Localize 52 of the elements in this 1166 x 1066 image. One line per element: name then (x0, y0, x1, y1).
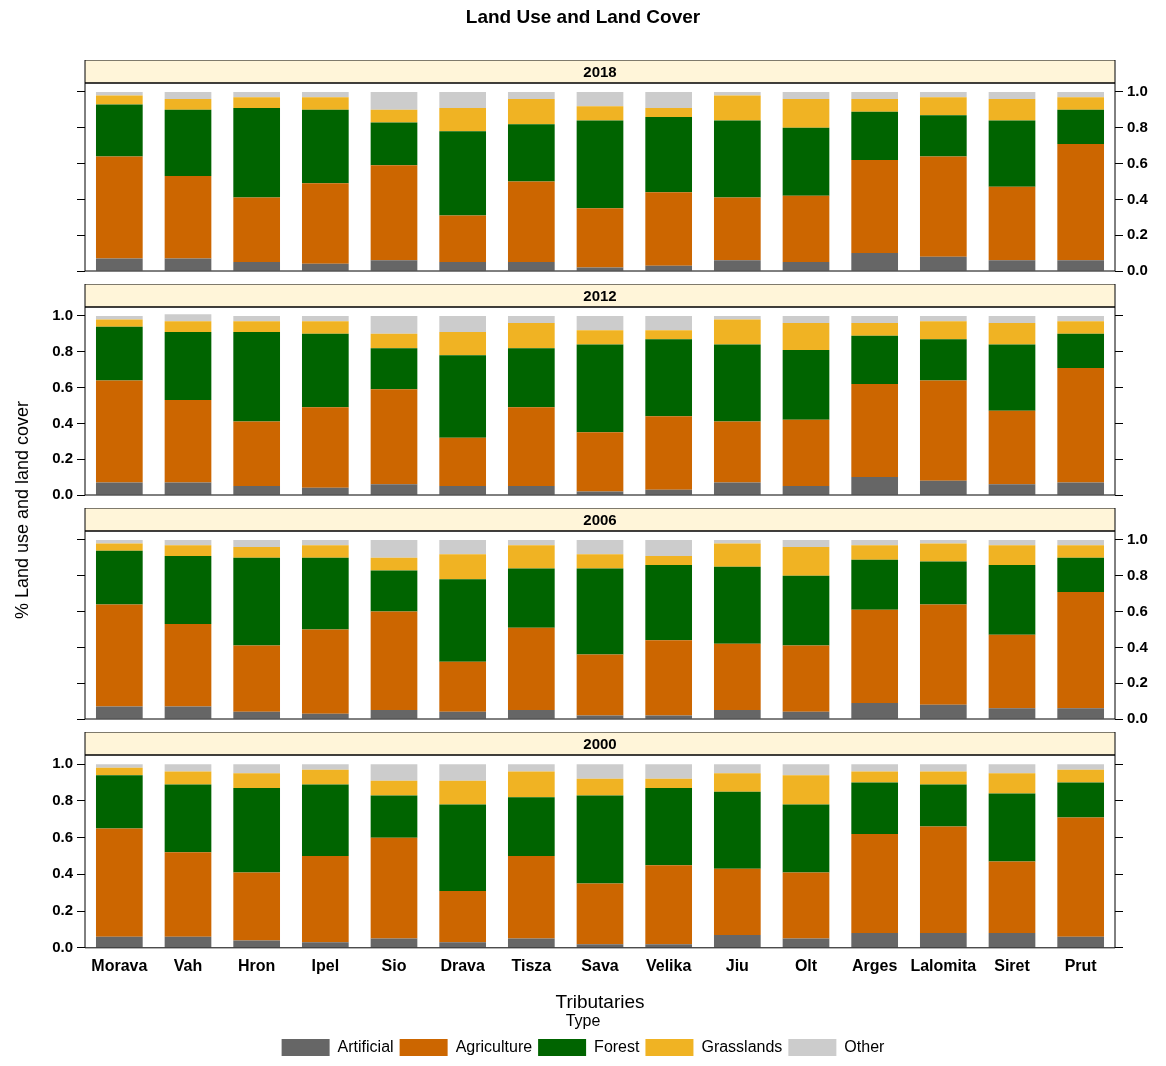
y-tick-label: 0.0 (1127, 709, 1148, 727)
chart-title: Land Use and Land Cover (464, 6, 702, 28)
y-tick-label: 1.0 (1127, 530, 1148, 548)
chart-subtitle: 2000 (583, 734, 617, 752)
y-tick-label: 0.2 (1127, 225, 1148, 243)
x-tick-label: Jiu (725, 956, 749, 974)
y-tick-label: 0.6 (1127, 153, 1148, 171)
x-tick-label: Drava (440, 956, 485, 974)
y-tick-label: 0.4 (52, 864, 74, 882)
x-tick-label: Olt (794, 956, 818, 974)
chart-subtitle: 2018 (583, 62, 617, 80)
x-tick-label: Siret (994, 956, 1031, 974)
x-tick-label: Morava (91, 956, 148, 974)
y-tick-label: 0.8 (1127, 565, 1148, 583)
legend-label: Grasslands (701, 1037, 783, 1055)
x-tick-label: Prut (1064, 956, 1098, 974)
y-axis-title: % Land use and land cover (11, 400, 33, 620)
y-tick-label: 0.6 (1127, 601, 1148, 619)
y-tick-label: 0.4 (1127, 637, 1149, 655)
y-tick-label: 0.6 (52, 377, 73, 395)
legend-label: Forest (594, 1037, 640, 1055)
chart-subtitle: 2012 (583, 286, 617, 304)
legend-label: Artificial (337, 1037, 394, 1055)
y-tick-label: 0.8 (52, 791, 73, 809)
legend-label: Other (844, 1037, 886, 1055)
y-tick-label: 0.8 (52, 341, 73, 359)
legend-title: Type (565, 1012, 601, 1030)
y-tick-label: 0.2 (1127, 673, 1148, 691)
y-tick-label: 0.4 (52, 413, 74, 431)
y-tick-label: 0.8 (1127, 117, 1148, 135)
y-tick-label: 1.0 (1127, 82, 1148, 100)
y-tick-label: 0.6 (52, 827, 73, 845)
x-tick-label: Sava (581, 956, 619, 974)
x-tick-label: Hron (238, 956, 276, 974)
x-tick-label: Vah (173, 956, 203, 974)
x-tick-label: Ipel (311, 956, 340, 974)
y-tick-label: 1.0 (52, 754, 73, 772)
y-tick-label: 1.0 (52, 306, 73, 324)
y-tick-label: 0.0 (1127, 261, 1148, 279)
x-tick-label: Tisza (511, 956, 552, 974)
y-tick-label: 0.2 (52, 449, 73, 467)
x-axis-title: Tributaries (555, 990, 645, 1012)
x-tick-label: Sio (381, 956, 407, 974)
x-tick-label: Arges (851, 956, 898, 974)
y-tick-label: 0.0 (52, 485, 73, 503)
chart-subtitle: 2006 (583, 510, 617, 528)
y-tick-label: 0.2 (52, 901, 73, 919)
y-tick-label: 0.0 (52, 937, 73, 955)
y-tick-label: 0.4 (1127, 189, 1149, 207)
x-tick-label: Velika (645, 956, 692, 974)
legend-label: Agriculture (455, 1037, 533, 1055)
x-tick-label: Lalomita (910, 956, 977, 974)
